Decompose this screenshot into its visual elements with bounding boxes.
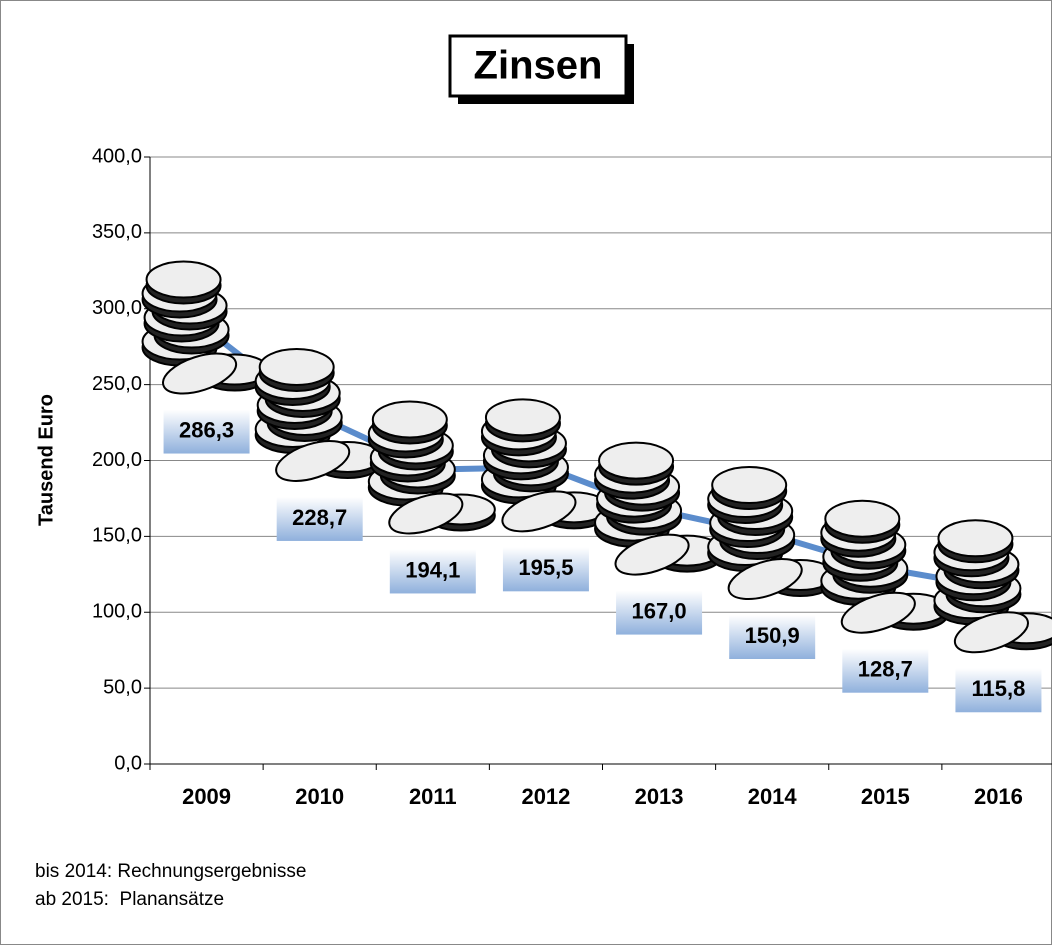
coin [840,591,916,634]
coin [614,533,690,576]
coin [145,260,222,299]
value-label: 150,9 [745,623,800,648]
value-label-box [276,496,363,541]
x-tick-label: 2010 [295,784,344,809]
y-tick-label: 100,0 [92,601,142,623]
value-label-box [729,615,816,660]
y-tick-label: 300,0 [92,297,142,319]
value-label-box [616,590,703,635]
x-tick-label: 2012 [521,784,570,809]
x-tick-label: 2009 [182,784,231,809]
coin [727,558,803,600]
value-label: 194,1 [405,557,460,582]
value-label-box [842,648,929,693]
y-axis-label: Tausend Euro [35,394,57,526]
x-tick-label: 2015 [861,784,910,809]
y-tick-label: 0,0 [114,752,142,774]
title-box [448,34,628,98]
coin [258,347,335,386]
coin [388,492,464,535]
value-label: 286,3 [179,417,234,442]
coin [824,499,901,538]
coin [937,519,1014,558]
x-tick-label: 2014 [748,784,798,809]
x-tick-label: 2011 [409,784,457,809]
value-label: 115,8 [972,676,1026,701]
value-label-box [389,549,476,594]
y-tick-label: 400,0 [92,145,142,167]
coin [501,490,577,533]
value-label-box [502,547,589,592]
y-tick-label: 150,0 [92,525,142,547]
y-tick-label: 200,0 [92,449,142,471]
value-label: 167,0 [632,598,687,623]
coin [953,611,1029,654]
value-label: 128,7 [858,657,913,682]
y-tick-label: 350,0 [92,221,142,243]
coin [598,441,675,480]
coin [275,439,351,482]
x-tick-label: 2013 [635,784,684,809]
coin [484,398,561,437]
value-label-box [955,668,1042,713]
coin [711,466,788,505]
note: bis 2014: Rechnungsergebnisse [35,861,306,882]
value-label-box [163,409,250,454]
note: ab 2015: Planansätze [35,889,224,910]
coin [162,352,238,395]
chart-title: Zinsen [474,44,603,88]
y-tick-label: 50,0 [103,676,142,698]
y-tick-label: 250,0 [92,373,142,395]
x-tick-label: 2016 [974,784,1023,809]
value-label: 228,7 [292,505,347,530]
coin [371,400,448,439]
value-label: 195,5 [518,555,573,580]
